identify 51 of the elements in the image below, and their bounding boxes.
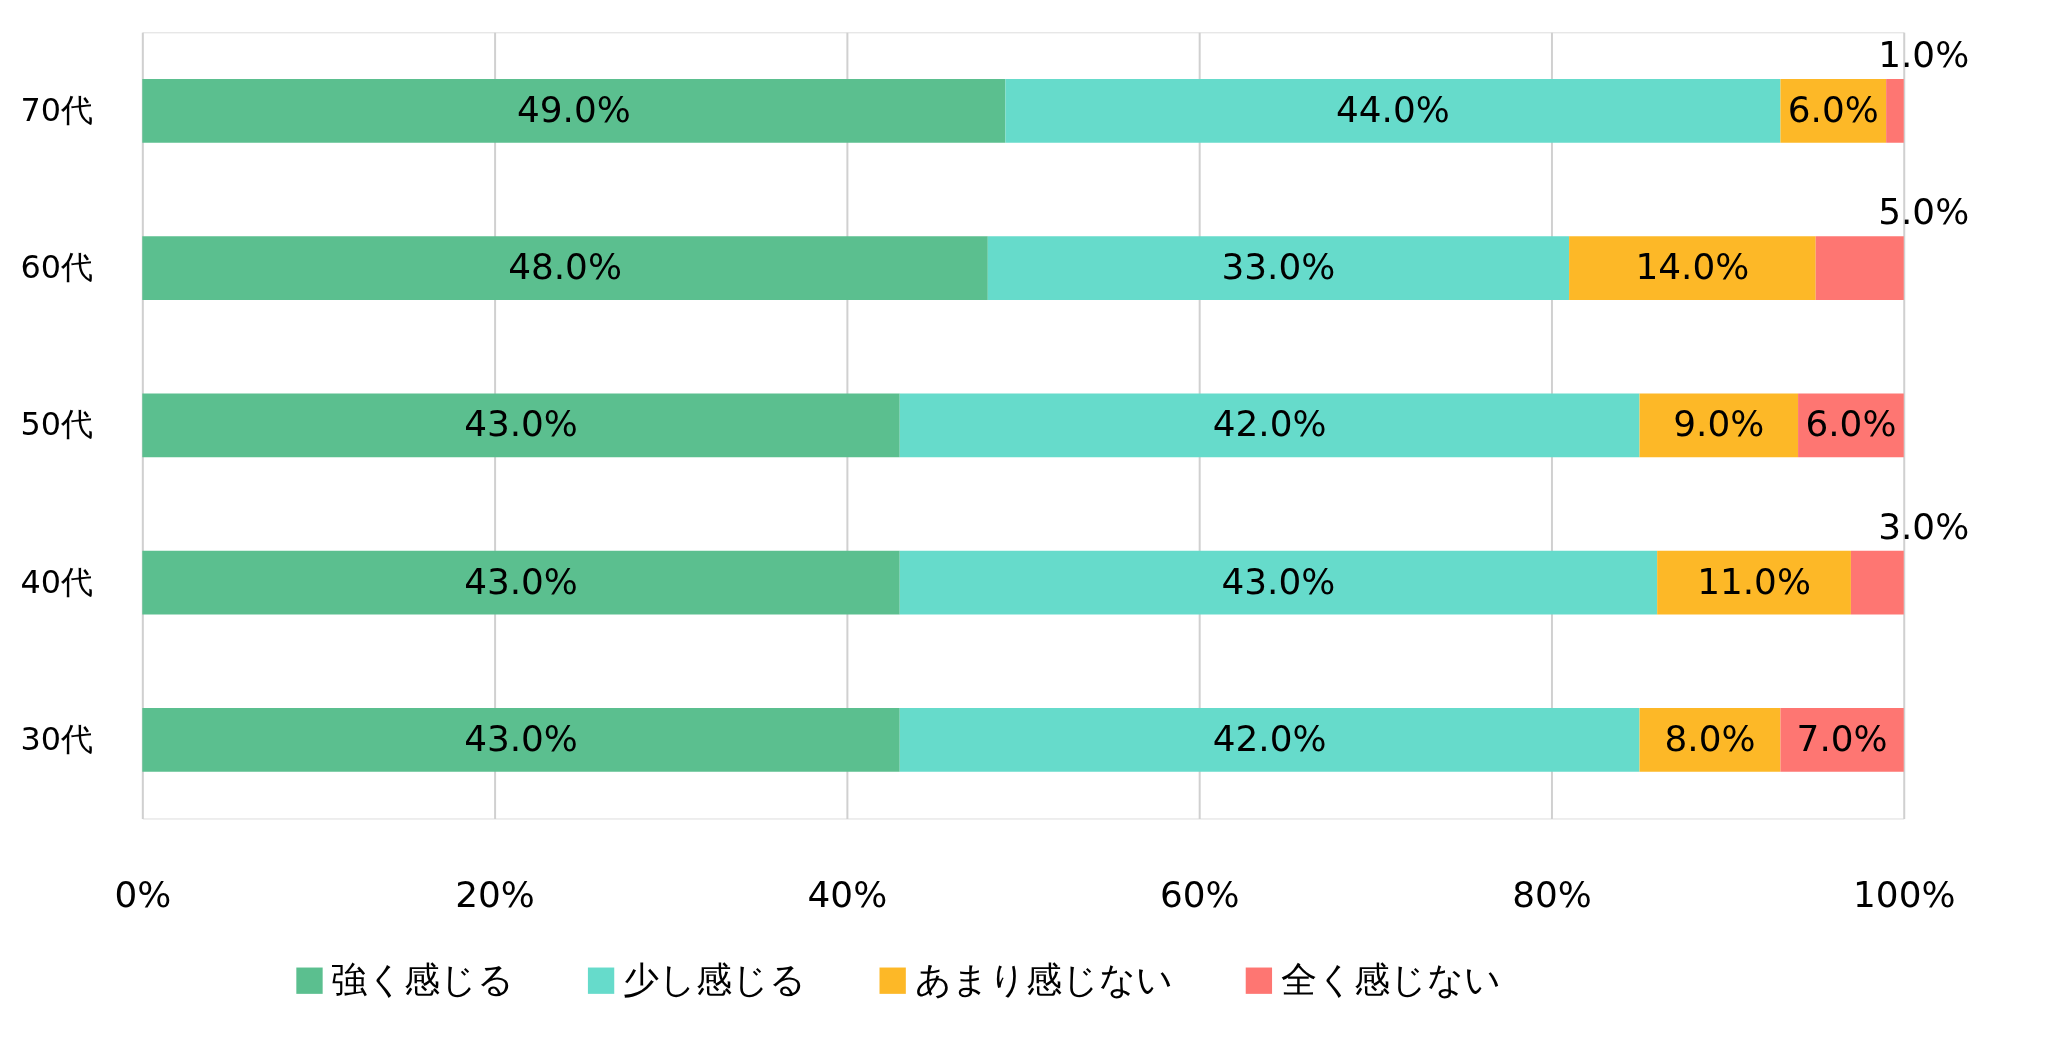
bar [899,550,1658,615]
bar [1657,550,1851,615]
x-tick-label: 100% [1853,873,1956,915]
x-tick-label: 20% [455,873,535,915]
bar [987,236,1570,300]
data-label: 43.0% [464,560,578,602]
data-label: 11.0% [1697,560,1811,602]
x-tick-label: 40% [807,873,888,915]
x-tick-label: 0% [114,873,172,915]
bar [899,393,1640,458]
data-label: 43.0% [464,403,578,445]
data-label: 48.0% [508,246,622,288]
bar [1780,708,1904,772]
data-label: 49.0% [516,88,631,130]
bar [1005,79,1781,143]
y-tick-label: 50代 [20,405,94,444]
x-tick-label: 60% [1159,873,1240,915]
data-label: 3.0% [1878,505,1970,547]
bar [1850,550,1904,615]
bar [142,79,1006,143]
y-tick-label: 40代 [20,562,94,601]
data-label: 9.0% [1673,403,1765,445]
y-tick-label: 60代 [20,248,94,287]
data-label: 33.0% [1221,246,1336,288]
legend-label: 全く感じない [1280,958,1501,1000]
bar [1569,236,1816,300]
bar [1815,236,1904,300]
legend-label: あまり感じない [914,958,1173,1000]
data-label: 42.0% [1212,403,1327,445]
data-label: 14.0% [1635,246,1750,288]
data-label: 42.0% [1212,717,1327,759]
legend-label: 少し感じる [622,958,806,1000]
y-tick-label: 70代 [20,90,94,129]
x-tick-label: 80% [1512,873,1592,915]
data-label: 44.0% [1336,88,1450,130]
bar [142,550,900,615]
data-label: 8.0% [1664,717,1756,759]
data-label: 43.0% [1221,560,1336,602]
bar [142,236,988,300]
bar [1886,79,1904,143]
bar [142,393,900,458]
data-label: 7.0% [1796,717,1888,759]
data-label: 1.0% [1878,34,1970,76]
data-label: 5.0% [1878,191,1970,233]
data-label: 6.0% [1805,403,1897,445]
data-label: 43.0% [464,717,578,759]
legend-label: 強く感じる [331,958,515,1000]
bar [899,708,1640,772]
data-label: 6.0% [1787,88,1879,130]
y-tick-label: 30代 [20,719,94,758]
bar [142,708,900,772]
